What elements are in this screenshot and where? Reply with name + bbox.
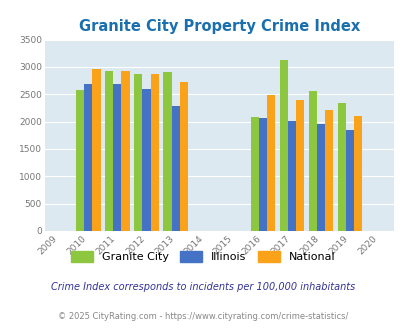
Bar — [258, 118, 266, 231]
Legend: Granite City, Illinois, National: Granite City, Illinois, National — [66, 247, 339, 267]
Bar — [345, 130, 354, 231]
Bar — [84, 84, 92, 231]
Bar — [113, 84, 121, 231]
Bar — [134, 74, 142, 231]
Bar — [163, 72, 171, 231]
Bar — [150, 74, 158, 231]
Bar — [171, 106, 179, 231]
Bar — [316, 124, 324, 231]
Title: Granite City Property Crime Index: Granite City Property Crime Index — [79, 19, 359, 34]
Bar — [266, 95, 275, 231]
Bar — [179, 82, 188, 231]
Text: Crime Index corresponds to incidents per 100,000 inhabitants: Crime Index corresponds to incidents per… — [51, 282, 354, 292]
Bar — [76, 90, 84, 231]
Bar — [250, 117, 258, 231]
Bar — [324, 110, 333, 231]
Bar — [287, 121, 295, 231]
Bar — [121, 71, 129, 231]
Bar — [337, 103, 345, 231]
Bar — [354, 115, 362, 231]
Bar — [295, 100, 303, 231]
Bar — [308, 91, 316, 231]
Bar — [279, 60, 287, 231]
Text: © 2025 CityRating.com - https://www.cityrating.com/crime-statistics/: © 2025 CityRating.com - https://www.city… — [58, 312, 347, 321]
Bar — [92, 69, 100, 231]
Bar — [142, 89, 150, 231]
Bar — [105, 71, 113, 231]
